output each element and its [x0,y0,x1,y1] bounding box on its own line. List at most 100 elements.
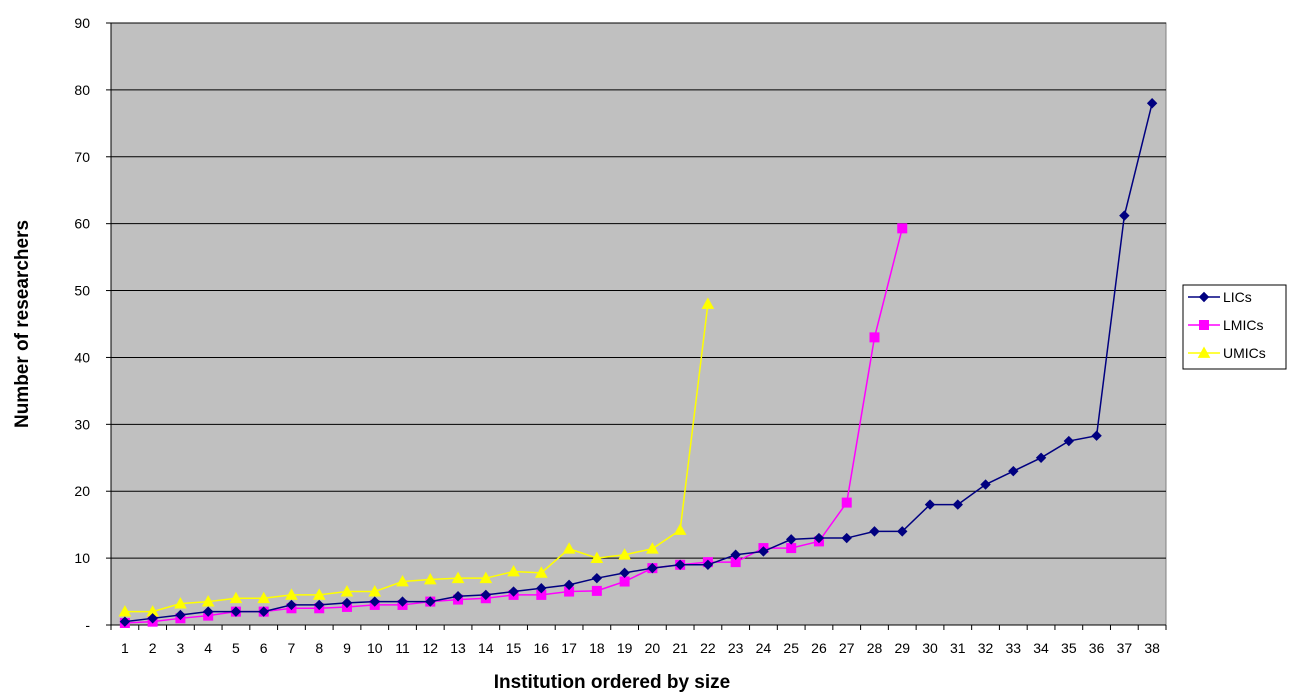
data-point-lics [674,559,686,571]
legend-marker [1197,346,1211,358]
data-point-umics [396,574,409,587]
x-tick-label: 29 [894,640,910,656]
data-point-lmics [841,497,852,508]
gridlines [110,22,1166,626]
data-point-lics [536,583,547,594]
x-tick-label: 27 [839,640,855,656]
x-tick-label: 21 [672,640,688,656]
data-point-lics [286,599,297,611]
x-tick-label: 13 [450,640,466,656]
data-point-lmics [869,332,880,343]
data-point-umics [285,588,298,600]
x-tick-label: 28 [867,640,883,656]
x-tick-label: 22 [700,640,716,656]
data-point-lics [397,596,408,607]
plot-area [110,22,1167,626]
x-tick-label: 23 [728,640,744,656]
data-point-umics [646,542,659,554]
data-point-lics [1146,98,1158,109]
data-point-lics [369,596,380,607]
data-point-lics [619,567,630,579]
data-point-umics [507,564,520,577]
data-point-lics [1063,435,1075,447]
data-point-lics [508,586,519,597]
data-point-lics [952,499,963,510]
x-tick-label: 38 [1144,640,1160,656]
x-tick-label: 25 [783,640,799,656]
data-point-lmics [786,543,797,554]
legend-label: LMICs [1223,317,1263,333]
data-point-umics [423,572,437,585]
legend-marker [1199,320,1209,330]
legend-item-lics: LICs [1188,289,1252,305]
x-tick-label: 2 [149,640,157,656]
x-tick-label: 34 [1033,640,1049,656]
y-tick-label: 10 [74,550,90,566]
x-tick-label: 4 [204,640,212,656]
y-tick-label: 20 [74,483,90,499]
data-point-lics [758,546,769,557]
data-point-umics [229,591,243,604]
data-point-lics [119,616,131,627]
x-tick-label: 31 [950,640,966,656]
x-tick-label: 33 [1006,640,1022,656]
data-point-lics [591,572,603,584]
series-umics [118,297,715,617]
y-tick-label: 30 [74,416,90,432]
data-point-lics [341,597,353,609]
series-layer [118,98,1158,628]
data-point-lics [1035,452,1047,463]
x-tick-label: 9 [343,640,351,656]
data-point-lics [924,499,936,510]
legend-label: UMICs [1223,345,1266,361]
data-point-lics [980,479,991,490]
x-axis-title: Institution ordered by size [494,672,730,693]
x-tick-label: 18 [589,640,605,656]
x-tick-label: 14 [478,640,494,656]
x-tick-label: 36 [1089,640,1105,656]
data-point-lics [841,532,852,544]
data-point-umics [257,591,271,604]
y-tick-label: 60 [74,216,90,232]
x-tick-label: 16 [534,640,550,656]
y-tick-label: 40 [74,349,90,365]
legend-item-umics: UMICs [1188,345,1266,361]
x-tick-label: 10 [367,640,383,656]
data-point-umics [340,585,354,597]
y-axis-ticks: - 10 20 30 40 50 60 70 80 90 [74,15,111,633]
x-tick-label: 32 [978,640,994,656]
data-point-lics [813,532,825,544]
data-point-lmics [619,576,630,587]
data-point-umics [673,523,687,535]
x-tick-label: 15 [506,640,522,656]
data-point-umics [534,566,548,578]
data-point-lics [1008,465,1019,477]
y-tick-label: 50 [74,283,90,299]
y-axis-title: Number of researchers [12,220,33,428]
x-tick-label: 37 [1117,640,1133,656]
legend-label: LICs [1223,289,1252,305]
x-tick-label: 7 [288,640,296,656]
data-point-umics [451,571,465,584]
x-axis-ticks: 1 2 3 4 5 6 7 8 9 10 11 12 13 14 15 16 17 18 19 20 21 22 23 24 2… [110,625,1167,656]
data-point-umics [201,595,215,607]
data-point-lics [230,606,242,617]
y-tick-label: - [85,617,90,633]
data-point-lics [785,534,797,545]
x-tick-label: 5 [232,640,240,656]
x-tick-label: 24 [756,640,772,656]
x-tick-label: 8 [315,640,323,656]
data-point-umics [479,571,493,584]
legend: LICs LMICs UMICs [1182,284,1287,370]
data-point-lics [202,606,214,617]
x-tick-label: 17 [561,640,577,656]
data-point-umics [174,597,187,609]
data-point-lics [258,606,269,617]
x-tick-label: 1 [121,640,129,656]
data-point-lics [869,526,880,537]
data-point-umics [312,588,326,600]
data-point-umics [562,542,576,554]
data-point-lics [730,549,741,560]
data-point-lics [647,562,658,574]
